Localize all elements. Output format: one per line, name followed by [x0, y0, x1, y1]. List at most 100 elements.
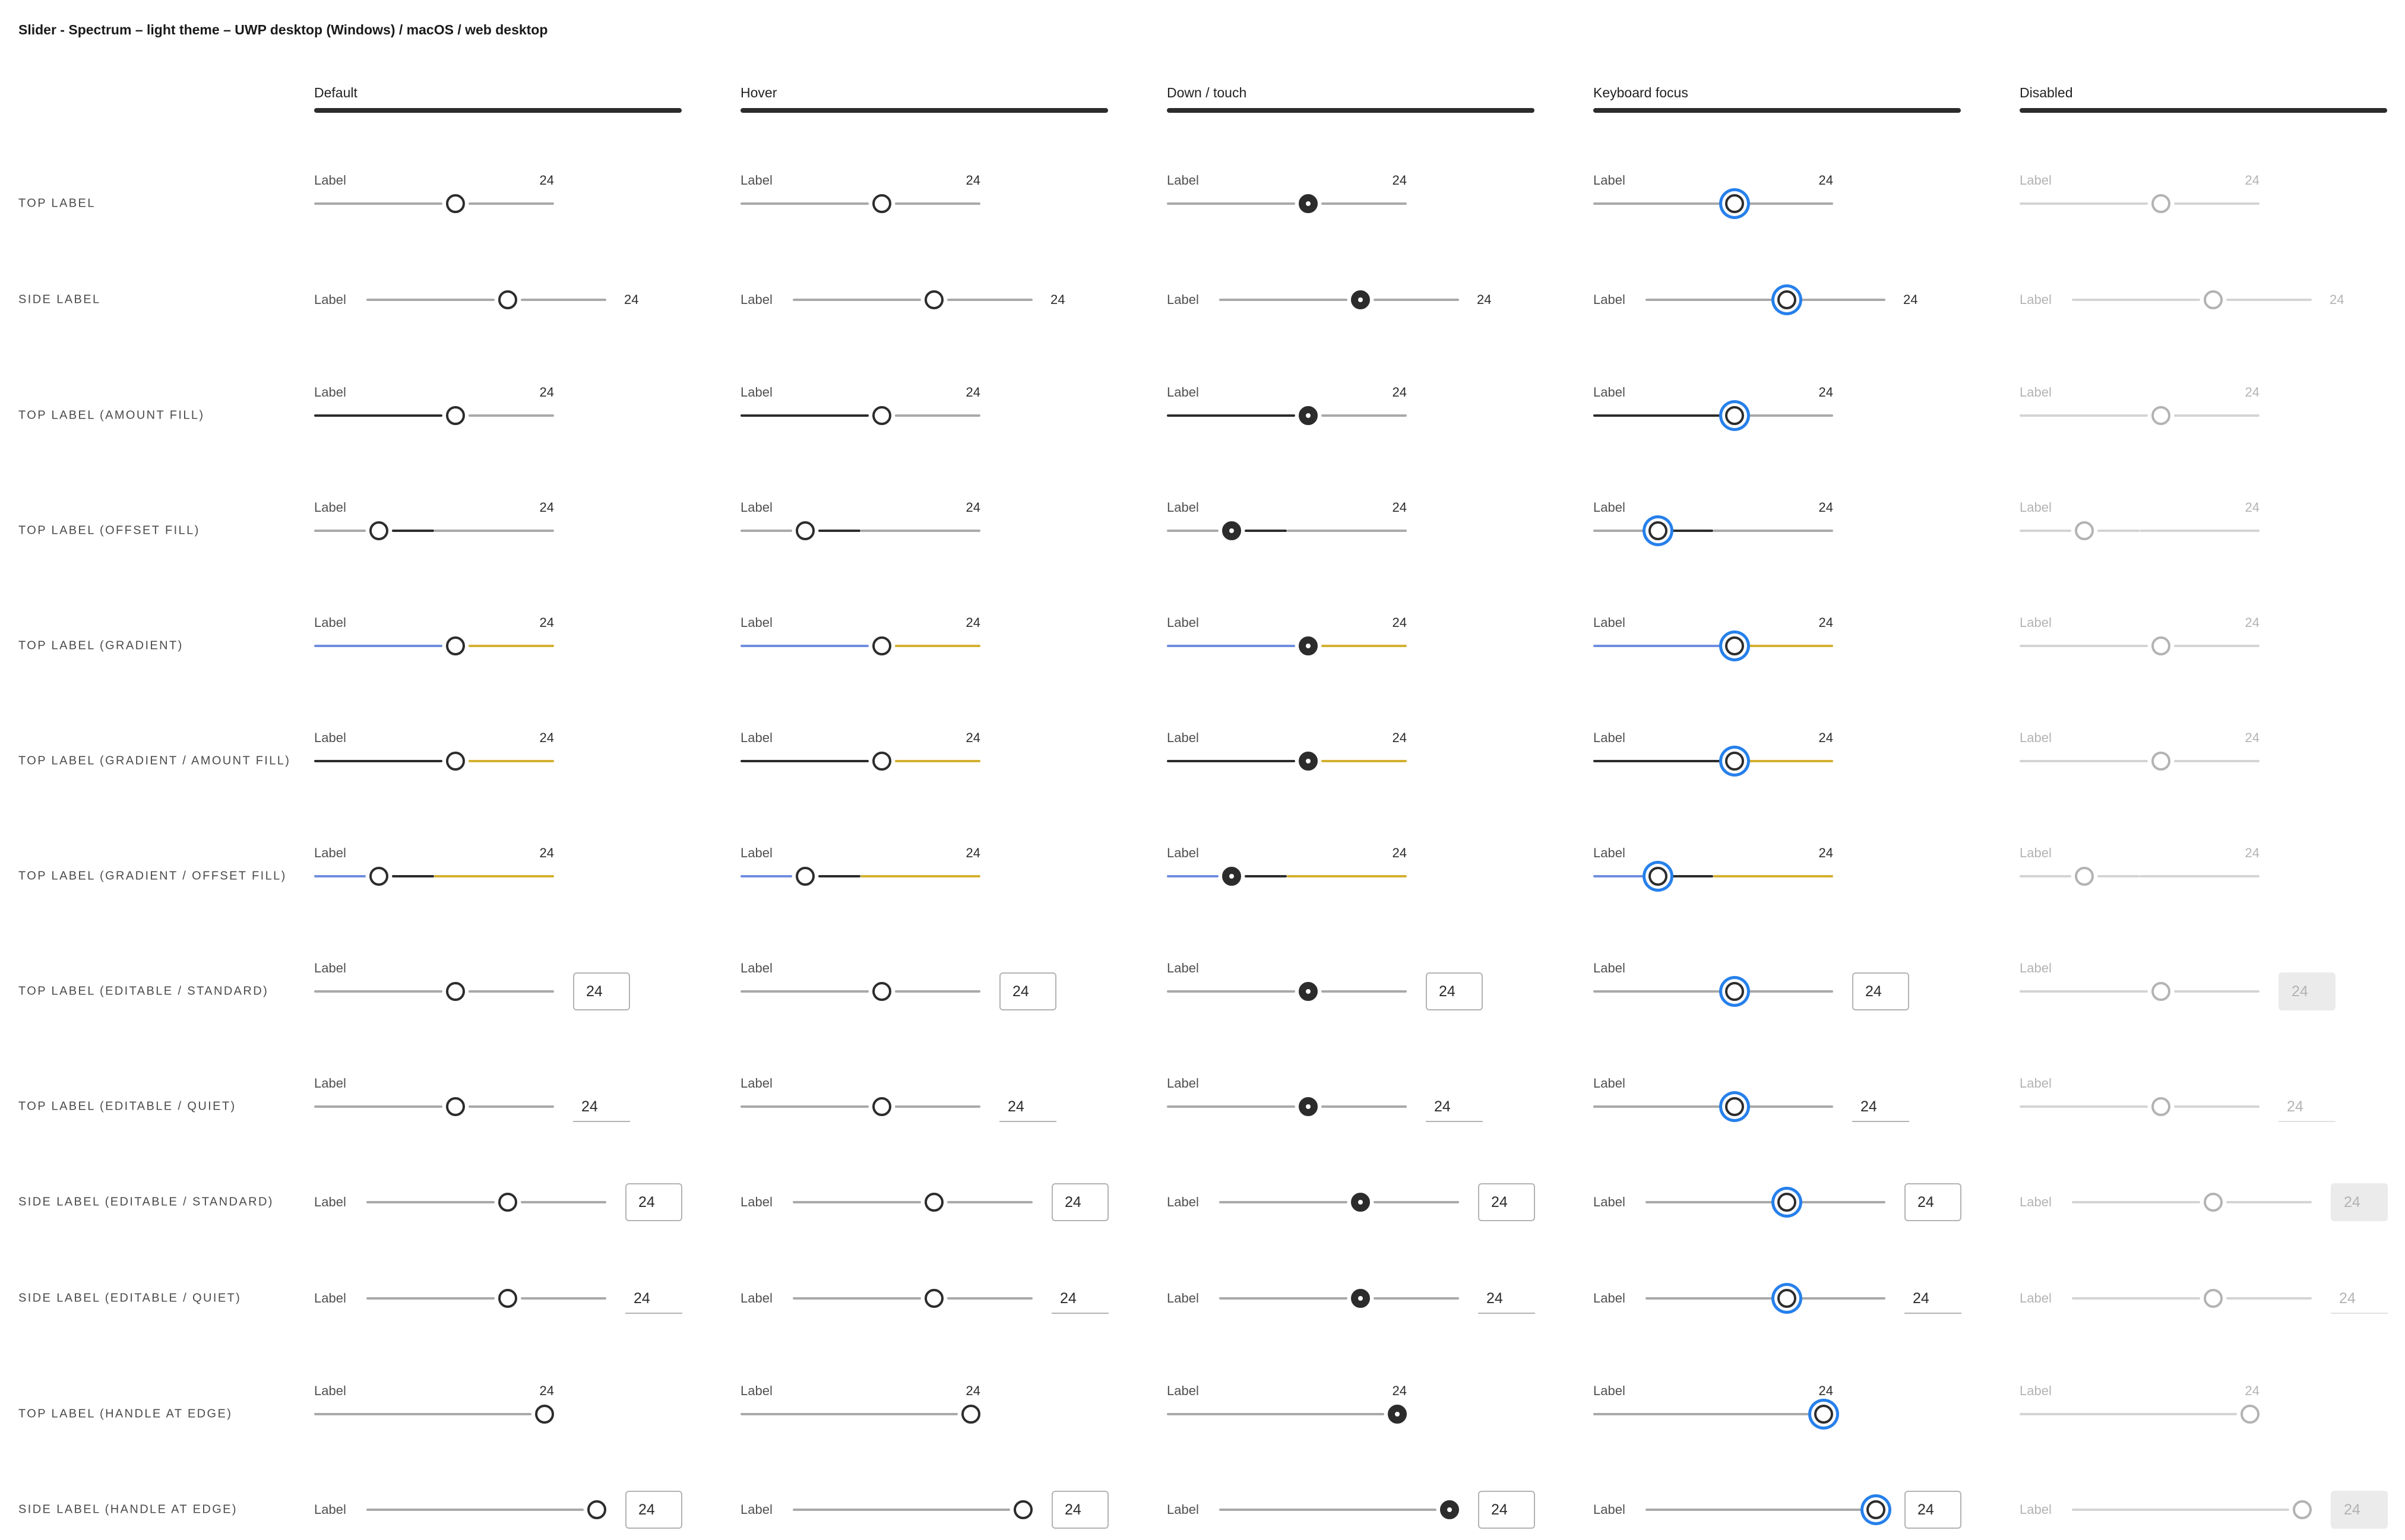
slider-handle [2075, 521, 2094, 540]
slider-track-right [1321, 414, 1407, 417]
slider-handle[interactable] [498, 1193, 518, 1212]
slider-track-right [2174, 202, 2260, 205]
slider-handle[interactable] [369, 867, 389, 886]
slider-handle[interactable] [1725, 752, 1745, 771]
slider-handle[interactable] [961, 1405, 980, 1424]
slider-handle[interactable] [925, 1193, 944, 1212]
slider-handle[interactable] [1725, 194, 1745, 213]
slider-handle[interactable] [925, 1289, 944, 1308]
slider-handle[interactable] [1351, 1289, 1371, 1308]
slider-value-field[interactable]: 24 [1852, 1091, 1909, 1122]
slider-track-left [1219, 1201, 1348, 1203]
slider-value-field[interactable]: 24 [573, 1091, 630, 1122]
slider-handle[interactable] [1814, 1405, 1833, 1424]
slider-handle[interactable] [872, 752, 892, 771]
slider-handle[interactable] [1299, 982, 1318, 1001]
slider-handle[interactable] [369, 521, 389, 540]
slider-label: Label [1167, 961, 1199, 975]
slider-value-field[interactable]: 24 [1904, 1183, 1961, 1221]
slider-handle[interactable] [1725, 982, 1745, 1001]
slider-handle[interactable] [1725, 636, 1745, 655]
slider-track-right [2226, 299, 2312, 301]
slider-handle[interactable] [1299, 194, 1318, 213]
slider-handle[interactable] [1013, 1500, 1033, 1519]
slider-handle[interactable] [446, 982, 466, 1001]
slider-handle[interactable] [796, 521, 815, 540]
slider-handle[interactable] [498, 1289, 518, 1308]
slider-value-field[interactable]: 24 [1852, 972, 1909, 1010]
slider-label: Label [2020, 1383, 2052, 1398]
slider-handle[interactable] [446, 636, 466, 655]
slider-track-right [947, 299, 1033, 301]
slider-handle[interactable] [446, 752, 466, 771]
slider-handle[interactable] [1351, 290, 1371, 309]
slider-value-field[interactable]: 24 [573, 972, 630, 1010]
slider-handle[interactable] [796, 867, 815, 886]
slider-handle[interactable] [587, 1500, 606, 1519]
slider-handle[interactable] [872, 194, 892, 213]
slider-handle[interactable] [1777, 1289, 1797, 1308]
slider-value-field[interactable]: 24 [1478, 1283, 1535, 1314]
slider-handle[interactable] [446, 406, 466, 425]
slider-handle[interactable] [925, 290, 944, 309]
slider-value-field[interactable]: 24 [1426, 1091, 1483, 1122]
slider-value-field[interactable]: 24 [999, 972, 1056, 1010]
slider-handle[interactable] [872, 982, 892, 1001]
slider-handle[interactable] [1299, 636, 1318, 655]
slider-handle[interactable] [872, 1097, 892, 1116]
slider-handle[interactable] [1299, 1097, 1318, 1116]
slider-track-left [1167, 1105, 1296, 1108]
slider-track-left [1167, 1413, 1384, 1415]
slider-value-field[interactable]: 24 [625, 1491, 682, 1529]
slider-value-field[interactable]: 24 [1904, 1491, 1961, 1529]
slider-handle[interactable] [1648, 867, 1668, 886]
slider-label: Label [1593, 385, 1625, 400]
slider-value-field[interactable]: 24 [1478, 1491, 1535, 1529]
slider-handle[interactable] [872, 406, 892, 425]
slider-value-field[interactable]: 24 [999, 1091, 1056, 1122]
slider-value-field[interactable]: 24 [1426, 972, 1483, 1010]
column-header-label: Hover [741, 85, 777, 100]
slider-label: Label [2020, 173, 2052, 188]
slider-value-field[interactable]: 24 [1904, 1283, 1961, 1314]
slider-track-right [2140, 530, 2260, 532]
slider-value-field[interactable]: 24 [1478, 1183, 1535, 1221]
slider-value: 24 [1818, 500, 1833, 515]
slider-track-left [1645, 299, 1774, 301]
slider-value-field[interactable]: 24 [1052, 1491, 1109, 1529]
slider-track-left [793, 1297, 922, 1300]
row-label: SIDE LABEL (HANDLE AT EDGE) [18, 1503, 238, 1516]
slider-track-left [2072, 299, 2201, 301]
slider-handle[interactable] [534, 1405, 554, 1424]
slider-track-left [2020, 990, 2148, 993]
slider-track-left [314, 1413, 531, 1415]
slider-label: Label [741, 615, 773, 630]
slider-handle[interactable] [1725, 1097, 1745, 1116]
slider-value-field[interactable]: 24 [1052, 1183, 1109, 1221]
slider-handle[interactable] [446, 1097, 466, 1116]
slider-handle[interactable] [872, 636, 892, 655]
slider-handle[interactable] [1777, 290, 1797, 309]
slider-track-left [2020, 760, 2148, 762]
slider-value-field[interactable]: 24 [625, 1283, 682, 1314]
slider-track-left [314, 202, 443, 205]
slider-handle[interactable] [1387, 1405, 1407, 1424]
slider-handle[interactable] [1439, 1500, 1459, 1519]
slider-handle[interactable] [1299, 752, 1318, 771]
slider-handle[interactable] [1866, 1500, 1885, 1519]
slider-track-left [741, 760, 869, 762]
slider-handle[interactable] [1222, 867, 1242, 886]
slider-handle[interactable] [1222, 521, 1242, 540]
slider-handle[interactable] [1777, 1193, 1797, 1212]
slider-handle[interactable] [1299, 406, 1318, 425]
slider-handle[interactable] [446, 194, 466, 213]
slider-value-field[interactable]: 24 [1052, 1283, 1109, 1314]
slider-handle[interactable] [1725, 406, 1745, 425]
slider-track-right [469, 202, 554, 205]
slider-handle[interactable] [498, 290, 518, 309]
slider-track-left [741, 1105, 869, 1108]
slider-handle[interactable] [1351, 1193, 1371, 1212]
slider-handle[interactable] [1648, 521, 1668, 540]
slider-value: 24 [539, 500, 554, 515]
slider-value-field[interactable]: 24 [625, 1183, 682, 1221]
